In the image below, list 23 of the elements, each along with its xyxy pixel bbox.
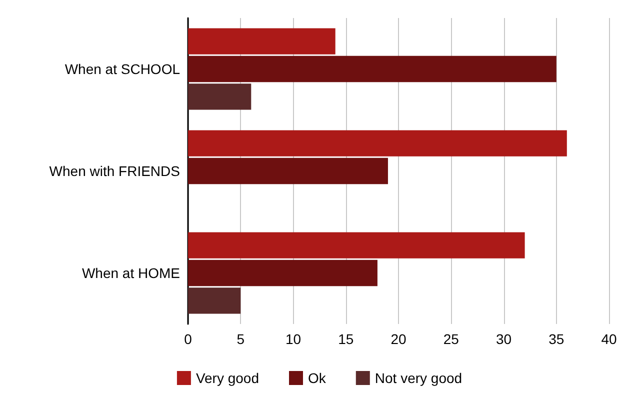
bar (188, 158, 388, 184)
x-tick-label: 25 (443, 331, 460, 347)
bar (188, 84, 252, 110)
x-tick-label: 35 (548, 331, 564, 347)
bar (188, 28, 336, 54)
x-tick-label: 10 (285, 331, 302, 347)
y-tick-label: When at SCHOOL (64, 61, 180, 77)
x-tick-label: 20 (390, 331, 406, 347)
y-tick-label: When at HOME (82, 265, 180, 281)
x-tick-label: 40 (601, 331, 617, 347)
bar (188, 56, 556, 82)
legend-label: Ok (308, 370, 327, 386)
bar (188, 260, 378, 286)
y-tick-label: When with FRIENDS (49, 163, 180, 179)
bar (188, 288, 241, 314)
legend-label: Very good (196, 370, 260, 386)
x-tick-label: 30 (496, 331, 512, 347)
bar (188, 130, 567, 156)
x-tick-label: 5 (236, 331, 245, 347)
legend-label: Not very good (374, 370, 462, 386)
x-tick-label: 0 (184, 331, 192, 347)
x-tick-label: 15 (338, 331, 354, 347)
bar (188, 232, 525, 258)
